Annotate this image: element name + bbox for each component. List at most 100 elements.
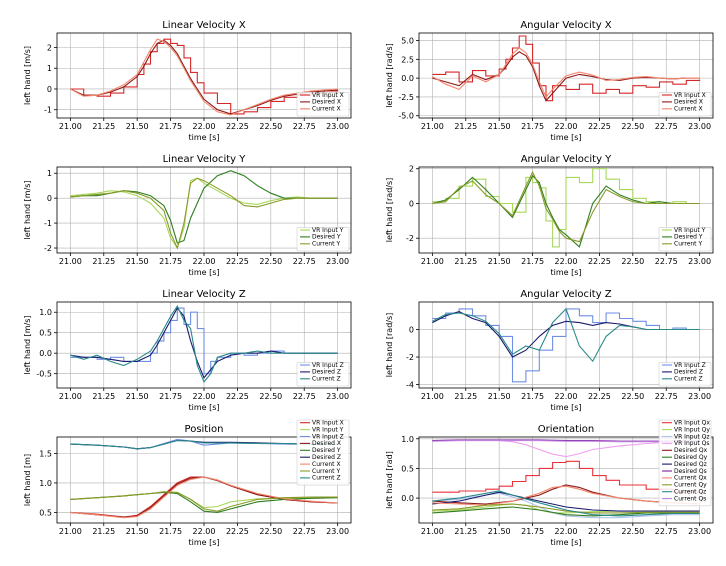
x-tick-label: 21.00 [421, 392, 444, 401]
legend-box [296, 361, 350, 387]
x-tick-label: 22.50 [259, 122, 282, 131]
axes-frame [56, 436, 352, 524]
legend-box [658, 92, 712, 117]
series-line-current-y [70, 491, 338, 512]
legend-entry: VR Input X [312, 420, 344, 427]
x-axis-label: time [s] [188, 268, 219, 277]
x-axis-label: time [s] [550, 538, 581, 547]
series-line-current-qz [432, 490, 700, 517]
series-line-current-x [432, 47, 700, 98]
legend-box [658, 361, 712, 387]
x-axis-label: time [s] [188, 538, 219, 547]
y-tick-label: 1 [47, 169, 52, 178]
y-tick-label: 2 [47, 44, 52, 53]
x-tick-label: 21.50 [488, 122, 511, 131]
x-axis-label: time [s] [550, 403, 581, 412]
y-tick-label: 5.0 [401, 37, 414, 46]
legend-entry: Desired X [674, 99, 703, 106]
series-line-vr-input-z [432, 308, 700, 383]
y-tick-label: 1.0 [401, 435, 414, 444]
y-axis-label: left hand [rad/s] [385, 313, 394, 378]
x-tick-label: 21.25 [454, 527, 477, 536]
y-tick-label: 1.0 [39, 479, 52, 488]
x-axis-label: time [s] [550, 268, 581, 277]
legend-entry: Desired Z [312, 454, 341, 461]
legend-entry: Desired Y [312, 447, 341, 454]
legend-entry: VR Input Qy [674, 426, 710, 433]
y-tick-label: 1.0 [39, 308, 52, 317]
y-tick-label: 0.0 [39, 349, 52, 358]
x-tick-label: 22.50 [621, 122, 644, 131]
chart-panel-linear-velocity-z: 21.00 21.25 21.50 21.75 22.00 22.25 22.50 22.75… [23, 289, 352, 412]
legend-entry: VR Input Z [674, 362, 706, 369]
series-line-current-y [70, 177, 338, 250]
x-tick-label: 22.00 [555, 122, 578, 131]
x-tick-label: 22.50 [621, 392, 644, 401]
y-tick-label: 0 [47, 194, 52, 203]
axes-frame [56, 301, 352, 389]
legend-entry: Current Qy [674, 482, 707, 489]
y-axis-label: left hand [rad/s] [385, 43, 394, 108]
axes-frame [56, 166, 352, 254]
x-tick-label: 22.50 [621, 257, 644, 266]
x-tick-label: 21.00 [59, 392, 82, 401]
legend-entry: Current X [312, 461, 341, 468]
y-tick-label: -2 [44, 244, 52, 253]
x-axis-label: time [s] [550, 133, 581, 142]
x-tick-label: 23.00 [326, 257, 349, 266]
x-tick-label: 23.00 [326, 527, 349, 536]
y-tick-label: -1 [44, 219, 52, 228]
chart-title: Orientation [538, 424, 594, 435]
legend-entry: VR Input Qs [674, 440, 709, 447]
x-tick-label: 23.00 [326, 392, 349, 401]
legend-entry: VR Input Y [312, 227, 344, 234]
x-tick-label: 22.00 [193, 257, 216, 266]
legend-entry: VR Input Y [312, 426, 344, 433]
chart-title: Angular Velocity Z [520, 289, 611, 300]
legend-entry: VR Input Qx [674, 420, 710, 427]
x-tick-label: 22.25 [226, 257, 249, 266]
chart-title: Angular Velocity X [520, 20, 611, 31]
legend-entry: Desired X [312, 440, 341, 447]
series-line-vr-input-x [70, 38, 339, 115]
legend-entry: Current Y [312, 468, 340, 475]
x-tick-label: 21.75 [159, 527, 182, 536]
legend-entry: Current Y [312, 241, 340, 248]
legend-entry: Desired X [312, 99, 341, 106]
x-tick-label: 22.50 [259, 527, 282, 536]
x-tick-label: 21.25 [92, 122, 115, 131]
x-axis-label: time [s] [188, 133, 219, 142]
y-tick-label: 0.5 [39, 329, 52, 338]
legend-entry: Desired Y [674, 234, 703, 241]
legend-entry: Current X [674, 106, 703, 113]
legend-entry: Desired Qy [674, 454, 708, 461]
legend-box [296, 92, 350, 117]
x-tick-label: 21.00 [421, 257, 444, 266]
y-axis-label: left hand [rad] [385, 451, 394, 509]
x-tick-label: 23.00 [688, 527, 711, 536]
legend-entry: VR Input X [674, 92, 706, 99]
x-tick-label: 22.50 [621, 527, 644, 536]
y-tick-label: -0.5 [36, 370, 52, 379]
series-line-desired-x [432, 51, 700, 102]
y-axis-label: left hand [m] [23, 454, 32, 506]
x-tick-label: 22.25 [588, 392, 611, 401]
y-axis-label: left hand [m/s] [23, 315, 32, 374]
series-line-vr-input-qx [432, 460, 701, 494]
x-tick-label: 21.00 [421, 527, 444, 536]
series-line-current-qy [432, 503, 700, 514]
axes-frame [418, 436, 714, 524]
y-tick-label: 0.5 [39, 508, 52, 517]
y-tick-label: -5.0 [398, 112, 414, 121]
x-tick-label: 21.50 [488, 392, 511, 401]
x-tick-label: 22.00 [193, 122, 216, 131]
legend-entry: Current X [312, 106, 341, 113]
x-tick-label: 22.75 [293, 392, 316, 401]
legend-entry: Desired Z [312, 369, 341, 376]
